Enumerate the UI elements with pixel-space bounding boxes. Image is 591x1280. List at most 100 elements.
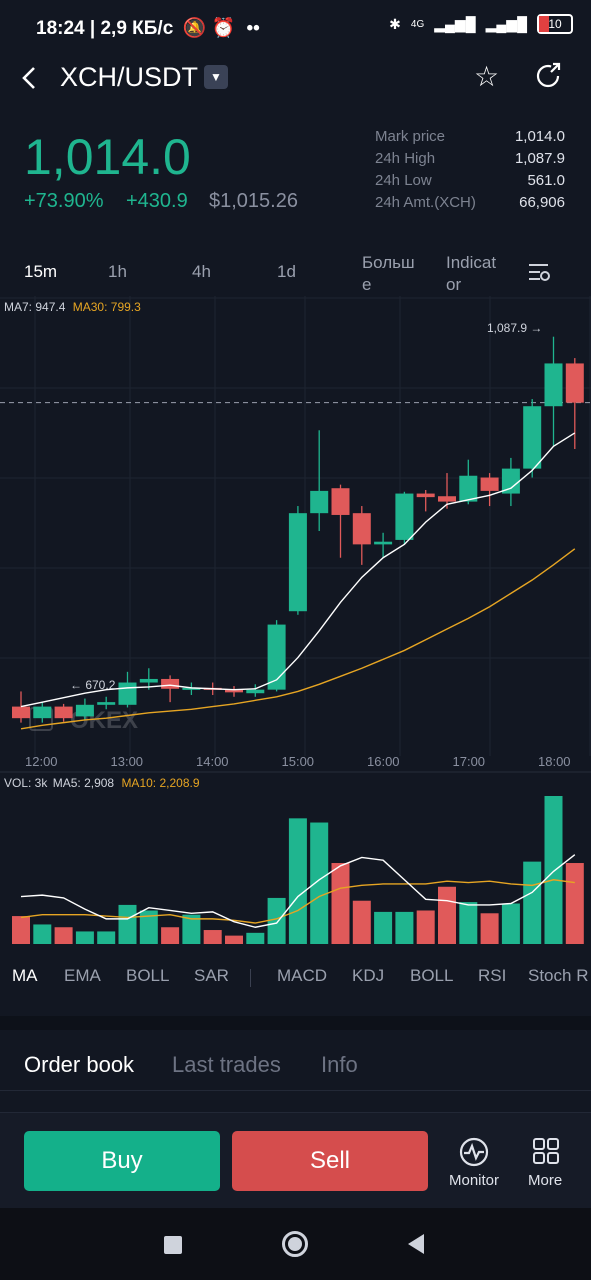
volume-bar bbox=[75, 931, 94, 944]
volume-bar bbox=[246, 932, 265, 944]
indicator-ema[interactable]: EMA bbox=[64, 966, 101, 985]
chevron-down-icon[interactable]: ▼ bbox=[204, 65, 228, 89]
tab-indicator-line1: Indicat bbox=[446, 253, 497, 272]
change-percent: +73.90% bbox=[24, 190, 104, 212]
volume-bar bbox=[288, 818, 307, 944]
ma-legend: MA7: 947.4 MA30: 799.3 bbox=[4, 300, 141, 314]
volume-bar bbox=[565, 863, 584, 944]
indicator-macd[interactable]: MACD bbox=[277, 966, 328, 985]
vol-ma5-label: MA5: bbox=[53, 776, 81, 790]
time-tick: 15:00 bbox=[282, 754, 315, 769]
back-nav-icon[interactable] bbox=[406, 1233, 426, 1260]
ma30-label: MA30: bbox=[73, 300, 108, 314]
volume-bar bbox=[225, 935, 243, 944]
volume-bar bbox=[416, 910, 435, 944]
stat-24h-high: 24h High 1,087.9 bbox=[375, 150, 565, 167]
battery-icon: 10 bbox=[537, 14, 573, 34]
clock: 18:24 bbox=[36, 18, 85, 39]
volume-bar bbox=[544, 796, 563, 944]
candle-body bbox=[139, 678, 158, 683]
alarm-icon: ⏰ bbox=[211, 18, 236, 39]
tab-1h[interactable]: 1h bbox=[108, 262, 127, 281]
candle-body bbox=[395, 493, 414, 540]
tab-more[interactable]: Больш е bbox=[362, 252, 422, 296]
volume-bar bbox=[352, 900, 371, 944]
tab-order-book[interactable]: Order book bbox=[24, 1052, 135, 1077]
order-tabs: Order book Last trades Info bbox=[0, 1016, 591, 1090]
favorite-star-icon[interactable]: ☆ bbox=[474, 61, 500, 92]
tab-indicator-line2: or bbox=[446, 275, 462, 294]
candle-body bbox=[416, 493, 435, 498]
candle-body bbox=[225, 689, 243, 693]
stat-label: Mark price bbox=[375, 128, 446, 145]
indicator-sar[interactable]: SAR bbox=[194, 966, 229, 985]
volume-bar bbox=[161, 927, 180, 944]
pair-title[interactable]: XCH/USDT bbox=[60, 62, 199, 92]
volume-bar bbox=[97, 931, 116, 944]
vol-label: VOL: 3k bbox=[4, 776, 48, 790]
volume-bar bbox=[395, 911, 414, 944]
monitor-icon[interactable] bbox=[458, 1136, 490, 1173]
indicator-stoch-rsi[interactable]: Stoch R bbox=[528, 966, 589, 985]
sell-button[interactable]: Sell bbox=[232, 1131, 428, 1191]
candle-body bbox=[565, 363, 584, 403]
stat-24h-amount: 24h Amt.(XCH) 66,906 bbox=[375, 194, 565, 211]
candle-body bbox=[54, 706, 73, 719]
volume-bar bbox=[203, 930, 222, 944]
tab-info[interactable]: Info bbox=[321, 1052, 358, 1077]
tab-indicator[interactable]: Indicat or bbox=[446, 252, 506, 296]
status-bar: 18:24 | 2,9 КБ/с 🔕 ⏰ •• ✱ 4G ▂▄▆█ ▂▄▆█ 1… bbox=[0, 0, 591, 56]
ma7-value: 947.4 bbox=[35, 300, 65, 314]
candle-body bbox=[246, 689, 265, 694]
stat-value: 66,906 bbox=[519, 194, 565, 211]
indicator-rsi[interactable]: RSI bbox=[478, 966, 507, 985]
buy-button[interactable]: Buy bbox=[24, 1131, 220, 1191]
ma7-line bbox=[20, 432, 576, 708]
volume-bar bbox=[459, 902, 478, 944]
system-nav-bar bbox=[0, 1208, 591, 1280]
monitor-label[interactable]: Monitor bbox=[449, 1172, 500, 1189]
candle-body bbox=[501, 468, 520, 494]
vol-ma10-label: MA10: bbox=[121, 776, 156, 790]
back-icon[interactable] bbox=[18, 60, 48, 96]
more-grid-icon[interactable] bbox=[532, 1137, 560, 1170]
signal-icon-2: ▂▄▆█ bbox=[485, 15, 527, 32]
candle-body bbox=[310, 490, 329, 514]
indicator-boll-sub[interactable]: BOLL bbox=[410, 966, 454, 985]
candle-body bbox=[33, 706, 52, 719]
high-label: 1,087.9 → bbox=[487, 321, 542, 335]
stat-label: 24h High bbox=[375, 150, 436, 167]
tab-4h[interactable]: 4h bbox=[192, 262, 211, 281]
volume-bar bbox=[182, 914, 201, 944]
indicator-boll[interactable]: BOLL bbox=[126, 966, 170, 985]
time-tick: 17:00 bbox=[453, 754, 486, 769]
more-label[interactable]: More bbox=[528, 1172, 563, 1189]
stat-value: 1,087.9 bbox=[514, 150, 565, 167]
tab-1d[interactable]: 1d bbox=[277, 262, 296, 281]
share-icon[interactable] bbox=[534, 60, 564, 90]
low-label: ← 670.2 bbox=[70, 678, 116, 692]
stat-value: 1,014.0 bbox=[514, 128, 565, 145]
time-tick: 18:00 bbox=[538, 754, 571, 769]
indicator-kdj[interactable]: KDJ bbox=[352, 966, 385, 985]
tab-15m[interactable]: 15m bbox=[24, 262, 58, 281]
ma30-value: 799.3 bbox=[111, 300, 141, 314]
bluetooth-icon: ✱ bbox=[389, 15, 401, 32]
battery-level: 10 bbox=[548, 17, 562, 31]
indicator-ma[interactable]: MA bbox=[12, 966, 38, 985]
recent-apps-icon[interactable] bbox=[164, 1236, 182, 1254]
signal-icon: ▂▄▆█ bbox=[434, 15, 476, 32]
candle-body bbox=[352, 513, 371, 545]
volume-bar bbox=[331, 863, 350, 944]
volume-legend: VOL: 3k MA5: 2,908 MA10: 2,208.9 bbox=[4, 776, 200, 790]
tab-last-trades[interactable]: Last trades bbox=[172, 1052, 281, 1077]
last-price: 1,014.0 bbox=[24, 129, 191, 185]
tab-more-line1: Больш bbox=[362, 253, 415, 272]
indicator-row: MA EMA BOLL SAR MACD KDJ BOLL RSI Stoch … bbox=[0, 966, 591, 992]
stat-label: 24h Amt.(XCH) bbox=[375, 194, 476, 211]
home-icon[interactable] bbox=[282, 1231, 308, 1257]
price-chart[interactable]: MA7: 947.4 MA30: 799.3 OKEX 1,087.9 →← 6… bbox=[0, 296, 591, 1006]
volume-bar bbox=[374, 911, 393, 944]
status-time: 18:24 | 2,9 КБ/с 🔕 ⏰ •• bbox=[36, 16, 260, 40]
chart-settings-icon[interactable] bbox=[528, 262, 552, 289]
